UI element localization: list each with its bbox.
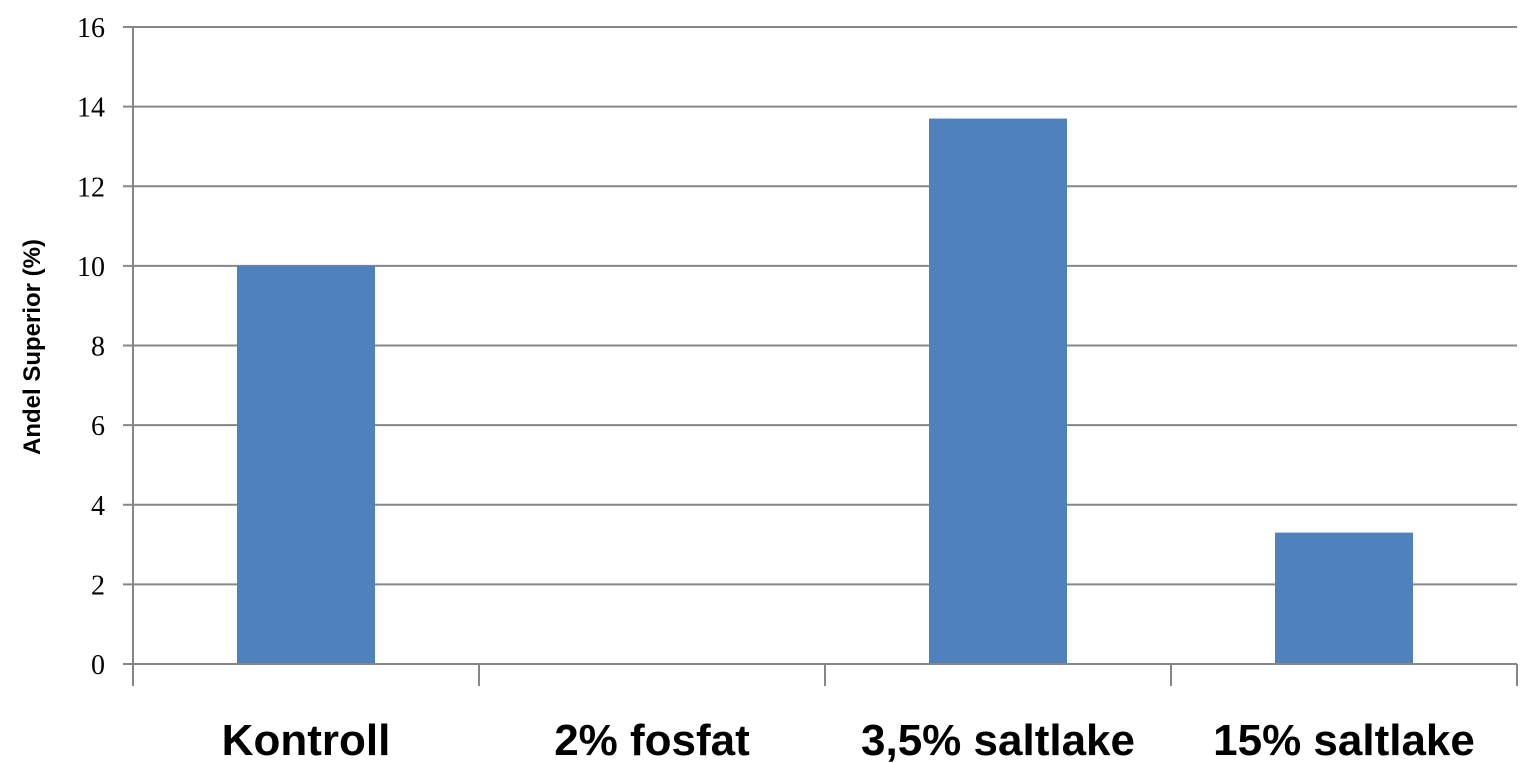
bar-3 (1275, 532, 1413, 664)
bars (237, 118, 1413, 665)
y-tick-label: 16 (77, 13, 105, 44)
bar-0 (237, 265, 375, 664)
y-tick-labels: 0 2 4 6 8 10 12 14 16 (77, 13, 105, 681)
x-tick-label: 2% fosfat (554, 716, 750, 763)
bar-2 (929, 118, 1067, 665)
y-tick-label: 10 (77, 252, 105, 283)
y-tick-label: 6 (91, 411, 105, 442)
axes (123, 26, 1518, 686)
y-axis-label: Andel Superior (%) (19, 239, 46, 455)
x-tick-labels: Kontroll 2% fosfat 3,5% saltlake 15% saltla… (222, 716, 1475, 763)
y-tick-label: 8 (91, 332, 105, 363)
x-tick-label: 15% saltlake (1213, 716, 1475, 763)
x-tick-label: 3,5% saltlake (861, 716, 1135, 763)
y-tick-label: 4 (91, 491, 105, 522)
y-tick-label: 0 (91, 650, 105, 681)
y-tick-label: 12 (77, 172, 105, 203)
y-tick-label: 2 (91, 570, 105, 601)
y-tick-label: 14 (77, 93, 105, 124)
x-tick-label: Kontroll (222, 716, 391, 763)
